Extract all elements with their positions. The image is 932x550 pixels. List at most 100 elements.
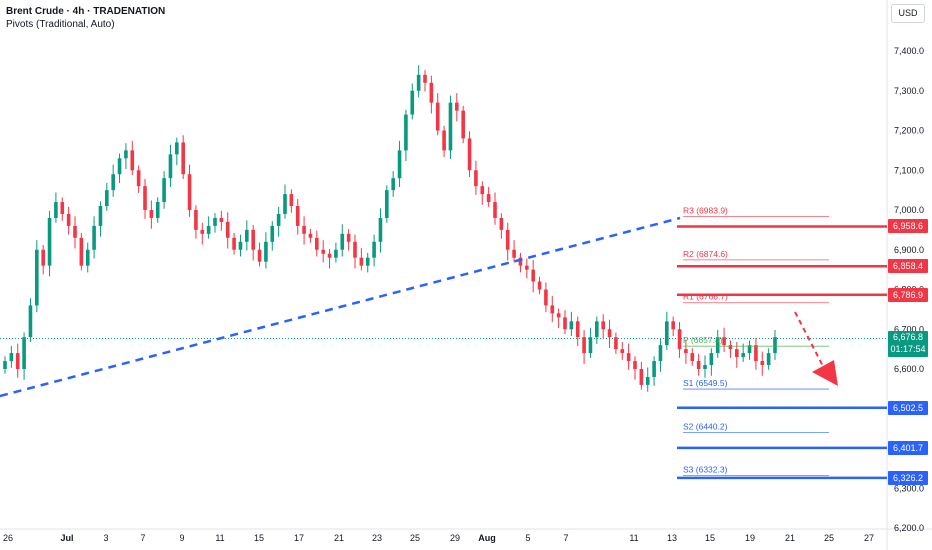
candle-body[interactable]	[709, 353, 714, 366]
candle-body[interactable]	[41, 249, 45, 266]
candle-body[interactable]	[295, 206, 300, 226]
candle-body[interactable]	[238, 241, 243, 250]
candle-body[interactable]	[60, 202, 65, 214]
candle-body[interactable]	[410, 90, 415, 115]
candle-body[interactable]	[582, 337, 586, 354]
candle-body[interactable]	[639, 369, 644, 385]
candle-body[interactable]	[206, 225, 211, 234]
candle-body[interactable]	[671, 321, 675, 330]
candle-body[interactable]	[563, 317, 567, 330]
candle-body[interactable]	[194, 210, 198, 230]
candle-body[interactable]	[569, 321, 574, 330]
candle-body[interactable]	[665, 321, 669, 346]
candle-body[interactable]	[690, 353, 695, 362]
candle-body[interactable]	[232, 237, 236, 250]
candle-body[interactable]	[9, 353, 14, 362]
candle-body[interactable]	[124, 150, 128, 159]
candle-body[interactable]	[270, 225, 275, 242]
candle-body[interactable]	[448, 102, 453, 151]
candle-body[interactable]	[308, 233, 313, 238]
candle-body[interactable]	[47, 217, 52, 266]
candle-body[interactable]	[512, 249, 516, 258]
candle-body[interactable]	[73, 225, 77, 238]
candle-body[interactable]	[397, 150, 402, 179]
candle-body[interactable]	[200, 229, 205, 234]
candle-body[interactable]	[225, 221, 230, 238]
candle-body[interactable]	[105, 190, 109, 207]
candle-body[interactable]	[143, 186, 147, 210]
candle-body[interactable]	[22, 337, 26, 369]
candle-body[interactable]	[715, 337, 720, 354]
candle-body[interactable]	[525, 265, 529, 270]
candle-body[interactable]	[321, 249, 325, 254]
candle-body[interactable]	[658, 345, 663, 362]
candle-body[interactable]	[486, 194, 491, 203]
candle-body[interactable]	[130, 150, 135, 171]
candle-body[interactable]	[251, 229, 255, 250]
candle-body[interactable]	[474, 170, 478, 187]
candle-body[interactable]	[754, 345, 758, 362]
candle-body[interactable]	[117, 158, 122, 175]
candle-body[interactable]	[155, 202, 160, 218]
candle-body[interactable]	[283, 194, 287, 214]
candle-body[interactable]	[480, 186, 485, 195]
candle-body[interactable]	[575, 321, 580, 338]
candle-body[interactable]	[98, 206, 103, 226]
candle-body[interactable]	[149, 210, 154, 218]
candle-body[interactable]	[219, 217, 224, 222]
candle-body[interactable]	[531, 269, 535, 282]
candle-body[interactable]	[735, 349, 739, 358]
candle-body[interactable]	[633, 361, 637, 369]
candle-body[interactable]	[493, 202, 497, 218]
candle-body[interactable]	[728, 345, 733, 350]
candle-body[interactable]	[595, 321, 599, 338]
candle-body[interactable]	[162, 178, 166, 203]
projection-arrow-head[interactable]	[812, 360, 838, 386]
candle-body[interactable]	[353, 241, 357, 258]
candle-body[interactable]	[461, 110, 465, 139]
candle-body[interactable]	[614, 337, 618, 350]
candle-body[interactable]	[741, 353, 745, 358]
candle-body[interactable]	[537, 281, 542, 290]
candle-body[interactable]	[340, 233, 345, 250]
candle-body[interactable]	[359, 257, 364, 266]
candle-body[interactable]	[499, 217, 504, 230]
candle-body[interactable]	[15, 353, 20, 369]
candle-body[interactable]	[416, 74, 421, 91]
candle-body[interactable]	[773, 337, 777, 354]
candle-body[interactable]	[213, 217, 217, 226]
candle-body[interactable]	[276, 213, 281, 226]
candle-body[interactable]	[79, 237, 84, 266]
candle-body[interactable]	[607, 329, 612, 338]
candle-body[interactable]	[544, 289, 548, 306]
candle-body[interactable]	[54, 202, 58, 218]
candle-body[interactable]	[722, 337, 726, 346]
candle-body[interactable]	[245, 229, 249, 242]
candle-body[interactable]	[365, 257, 370, 266]
candle-body[interactable]	[620, 349, 625, 354]
candle-body[interactable]	[747, 345, 752, 354]
candle-body[interactable]	[327, 253, 332, 258]
currency-button[interactable]: USD	[891, 4, 925, 23]
candle-body[interactable]	[677, 329, 682, 350]
candle-body[interactable]	[289, 194, 294, 207]
candle-body[interactable]	[28, 305, 33, 338]
candle-body[interactable]	[518, 257, 523, 266]
candle-body[interactable]	[3, 361, 7, 369]
candle-body[interactable]	[505, 229, 510, 250]
candle-body[interactable]	[334, 249, 338, 258]
candle-body[interactable]	[435, 102, 440, 131]
candle-body[interactable]	[175, 142, 179, 155]
candle-body[interactable]	[588, 337, 593, 354]
candle-body[interactable]	[652, 361, 656, 377]
candle-body[interactable]	[684, 349, 688, 354]
candle-body[interactable]	[168, 154, 173, 179]
candle-body[interactable]	[372, 241, 376, 258]
candle-body[interactable]	[35, 249, 39, 306]
candle-body[interactable]	[187, 174, 192, 210]
candle-body[interactable]	[423, 74, 427, 83]
candle-body[interactable]	[550, 305, 555, 314]
candle-body[interactable]	[346, 233, 351, 242]
pivots-indicator-label[interactable]: Pivots (Traditional, Auto)	[6, 19, 115, 30]
